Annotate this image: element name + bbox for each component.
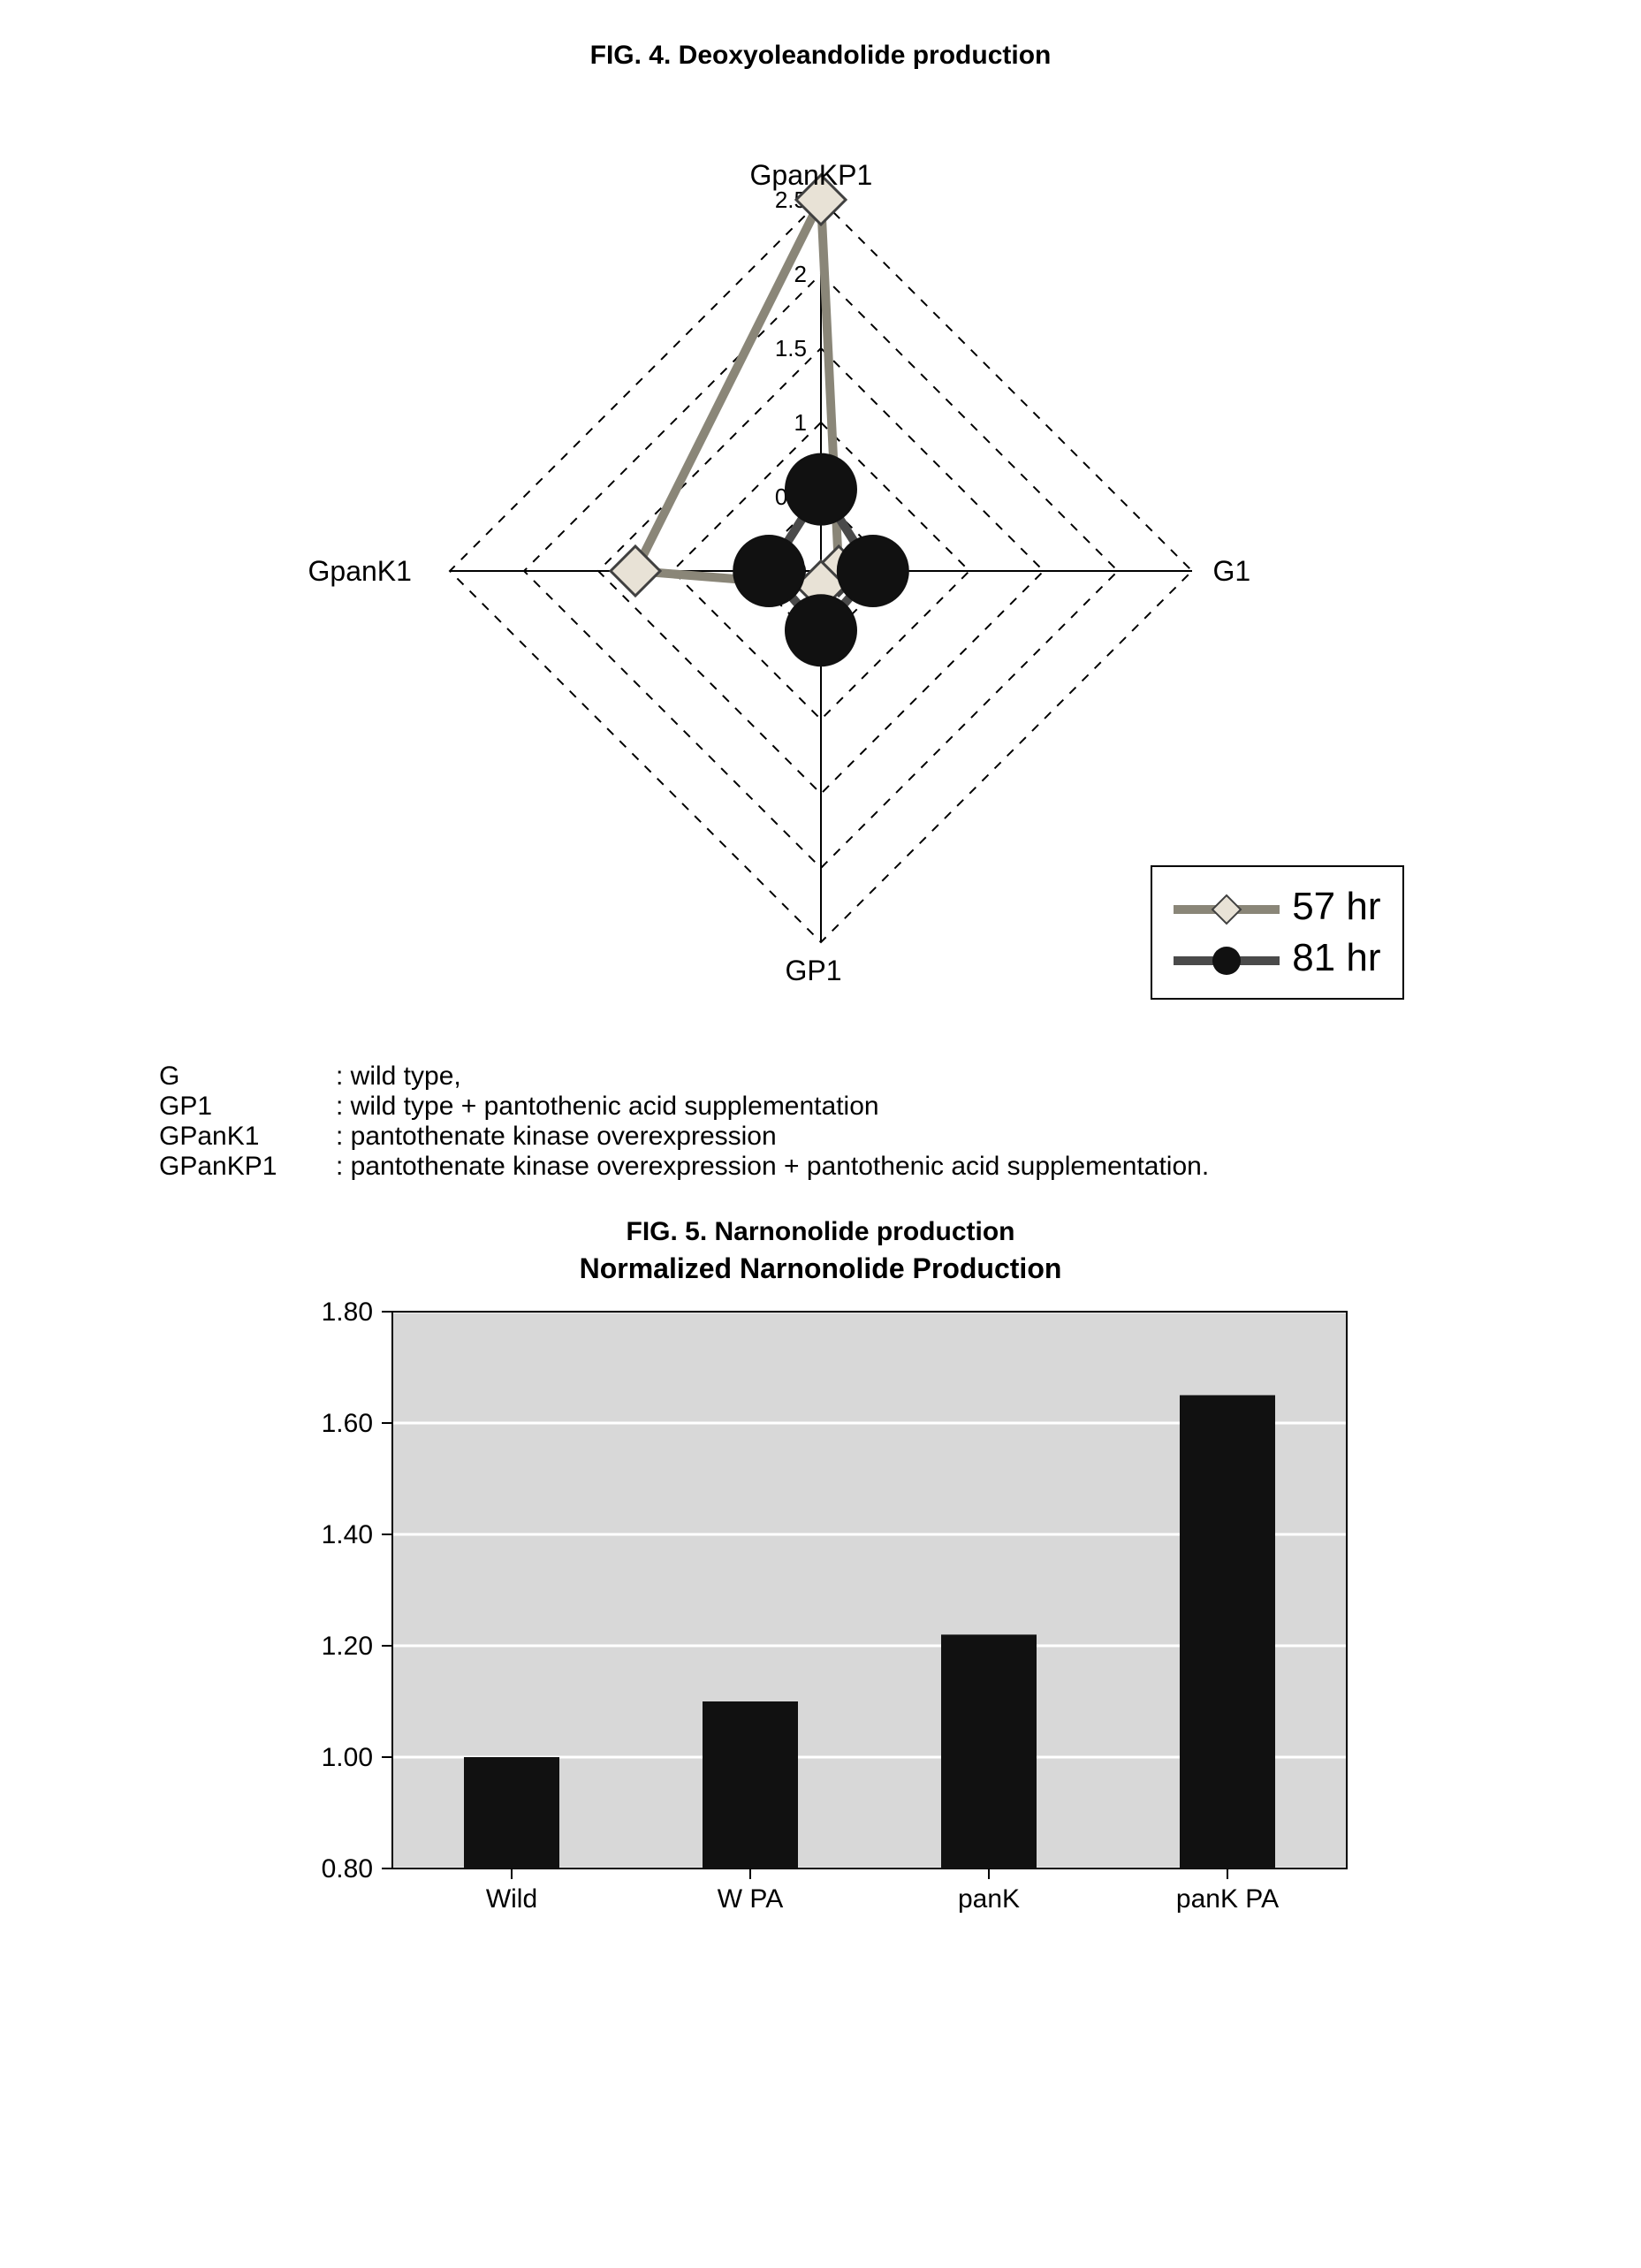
svg-text:W PA: W PA (717, 1884, 782, 1914)
svg-text:1.80: 1.80 (321, 1298, 372, 1327)
key-row: GPanKP1: pantothenate kinase overexpress… (159, 1152, 1606, 1182)
key-term: G (159, 1062, 336, 1092)
legend-label: 57 hr (1292, 885, 1380, 929)
axis-label-right: G1 (1213, 555, 1251, 588)
fig5-title: FIG. 5. Narnonolide production (35, 1217, 1606, 1247)
legend-row: 57 hr (1174, 885, 1380, 929)
fig4-title: FIG. 4. Deoxyoleandolide production (35, 41, 1606, 71)
svg-text:1: 1 (794, 409, 806, 436)
key-term: GPanK1 (159, 1122, 336, 1152)
svg-text:1.60: 1.60 (321, 1409, 372, 1438)
radar-chart: 00.511.522.5 GpanKP1 G1 GP1 GpanK1 57 hr… (202, 76, 1440, 1053)
key-desc: : wild type + pantothenic acid supplemen… (336, 1092, 879, 1122)
svg-text:Wild: Wild (485, 1884, 536, 1914)
axis-label-bottom: GP1 (786, 955, 842, 987)
key-row: G: wild type, (159, 1062, 1606, 1092)
svg-text:panK PA: panK PA (1175, 1884, 1278, 1914)
svg-text:1.5: 1.5 (774, 335, 806, 362)
bar-chart: 0.80 1.00 1.20 1.40 1.60 1.80 Wild W PA panK panK… (269, 1294, 1373, 1935)
svg-text:1.00: 1.00 (321, 1743, 372, 1772)
axis-label-left: GpanK1 (308, 555, 412, 588)
strain-key: G: wild type,GP1: wild type + pantotheni… (159, 1062, 1606, 1182)
legend-row: 81 hr (1174, 936, 1380, 980)
key-row: GPanK1: pantothenate kinase overexpressi… (159, 1122, 1606, 1152)
svg-text:1.20: 1.20 (321, 1632, 372, 1661)
svg-text:2: 2 (794, 261, 806, 287)
key-term: GPanKP1 (159, 1152, 336, 1182)
svg-text:panK: panK (957, 1884, 1019, 1914)
svg-text:1.40: 1.40 (321, 1520, 372, 1549)
axis-label-top: GpanKP1 (750, 159, 873, 192)
key-desc: : pantothenate kinase overexpression + p… (336, 1152, 1209, 1182)
key-desc: : pantothenate kinase overexpression (336, 1122, 777, 1152)
svg-text:0.80: 0.80 (321, 1854, 372, 1884)
fig5-subtitle: Normalized Narnonolide Production (35, 1252, 1606, 1285)
key-term: GP1 (159, 1092, 336, 1122)
radar-legend: 57 hr 81 hr (1151, 865, 1403, 1000)
key-desc: : wild type, (336, 1062, 461, 1092)
key-row: GP1: wild type + pantothenic acid supple… (159, 1092, 1606, 1122)
legend-label: 81 hr (1292, 936, 1380, 980)
